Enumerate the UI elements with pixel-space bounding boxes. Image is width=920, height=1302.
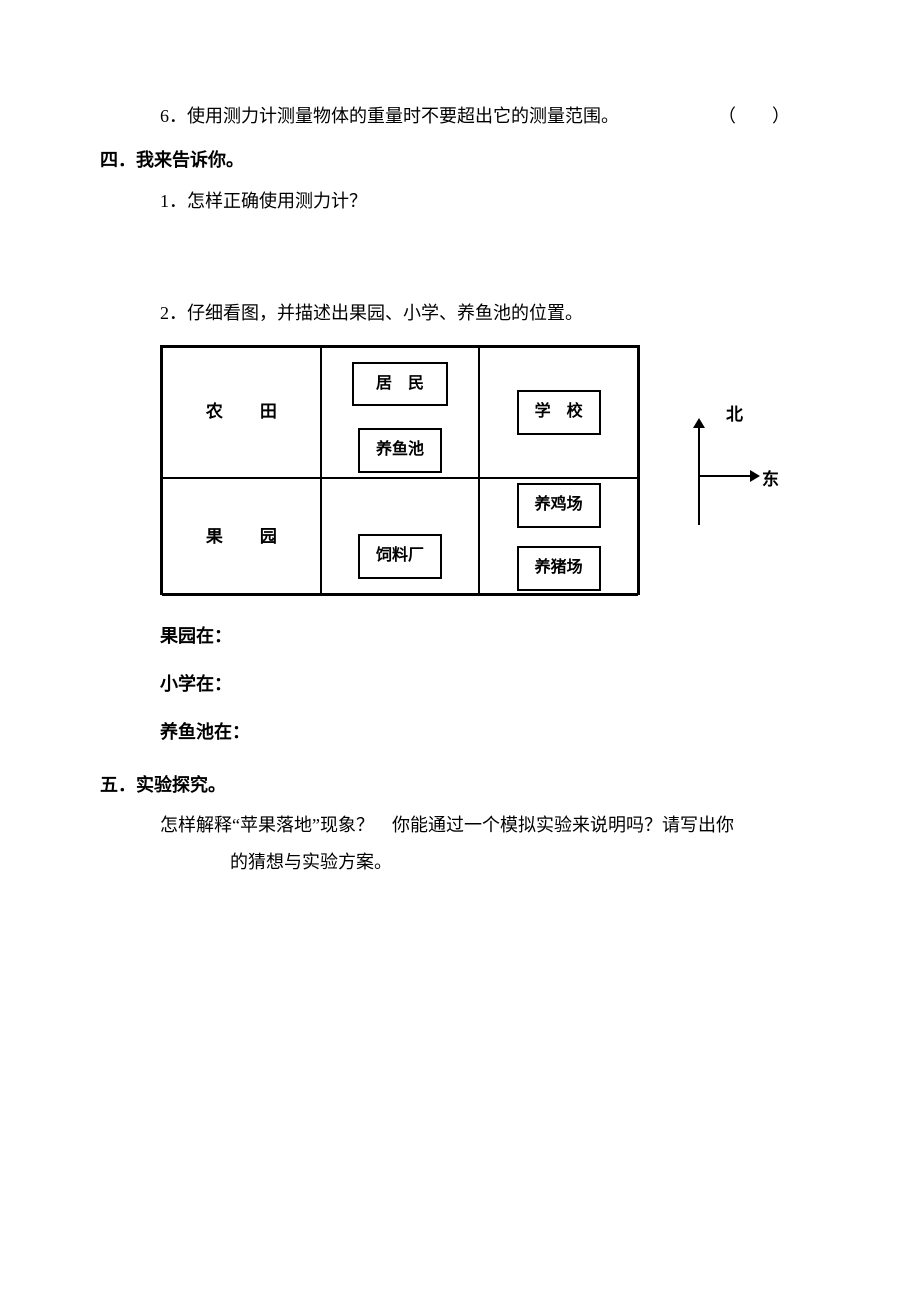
section-5-header: 五．实验探究。 <box>100 769 820 801</box>
chickenfarm-box: 养鸡场 <box>517 483 601 528</box>
east-label: 东 <box>762 465 779 496</box>
cell-school: 学 校 <box>479 347 638 479</box>
answer-fishpond: 养鱼池在： <box>160 716 820 748</box>
cell-residential-fishpond: 居 民 养鱼池 <box>321 347 480 479</box>
feedfactory-box: 饲料厂 <box>358 534 442 579</box>
cell-stack-mid-bottom: 饲料厂 <box>322 479 479 595</box>
answer-orchard: 果园在： <box>160 620 820 652</box>
map-grid: 农 田 居 民 养鱼池 学 校 果 园 饲料厂 养鸡场 养猪场 <box>160 345 640 595</box>
arrow-right-icon <box>750 470 760 482</box>
section-4-header: 四．我来告诉你。 <box>100 144 820 176</box>
cell-farmland: 农 田 <box>162 347 321 479</box>
school-box: 学 校 <box>517 390 601 435</box>
q6-paren: （ ） <box>718 100 790 132</box>
compass-horizontal-line <box>698 475 753 477</box>
q6-number: 6． <box>160 106 187 126</box>
section4-q2: 2．仔细看图，并描述出果园、小学、养鱼池的位置。 <box>160 297 820 329</box>
cell-stack-mid-top: 居 民 养鱼池 <box>322 348 479 478</box>
section4-q1: 1．怎样正确使用测力计？ <box>160 185 820 217</box>
fishpond-box: 养鱼池 <box>358 428 442 473</box>
cell-orchard: 果 园 <box>162 478 321 596</box>
experiment-line1: 怎样解释“苹果落地”现象？ 你能通过一个模拟实验来说明吗？请写出你 <box>160 809 820 841</box>
map-diagram-wrapper: 农 田 居 民 养鱼池 学 校 果 园 饲料厂 养鸡场 养猪场 <box>160 345 820 595</box>
cell-chicken-pig: 养鸡场 养猪场 <box>479 478 638 596</box>
answer-school: 小学在： <box>160 668 820 700</box>
arrow-up-icon <box>693 418 705 428</box>
s4-q1-num: 1． <box>160 191 187 211</box>
orchard-label: 果 园 <box>196 522 287 553</box>
cell-feedfactory: 饲料厂 <box>321 478 480 596</box>
farmland-label: 农 田 <box>196 397 287 428</box>
experiment-line2: 的猜想与实验方案。 <box>230 846 820 878</box>
compass-icon: 北 东 <box>670 405 770 535</box>
q6-text: 使用测力计测量物体的重量时不要超出它的测量范围。 <box>187 106 619 126</box>
s4-q2-num: 2． <box>160 303 187 323</box>
north-label: 北 <box>726 400 743 431</box>
cell-stack-right-bottom: 养鸡场 养猪场 <box>480 479 637 595</box>
s4-q2-text: 仔细看图，并描述出果园、小学、养鱼池的位置。 <box>187 303 583 323</box>
pigfarm-box: 养猪场 <box>517 546 601 591</box>
s4-q1-text: 怎样正确使用测力计？ <box>187 191 367 211</box>
question-6: 6．使用测力计测量物体的重量时不要超出它的测量范围。 （ ） <box>160 100 820 132</box>
residential-box: 居 民 <box>352 362 448 407</box>
